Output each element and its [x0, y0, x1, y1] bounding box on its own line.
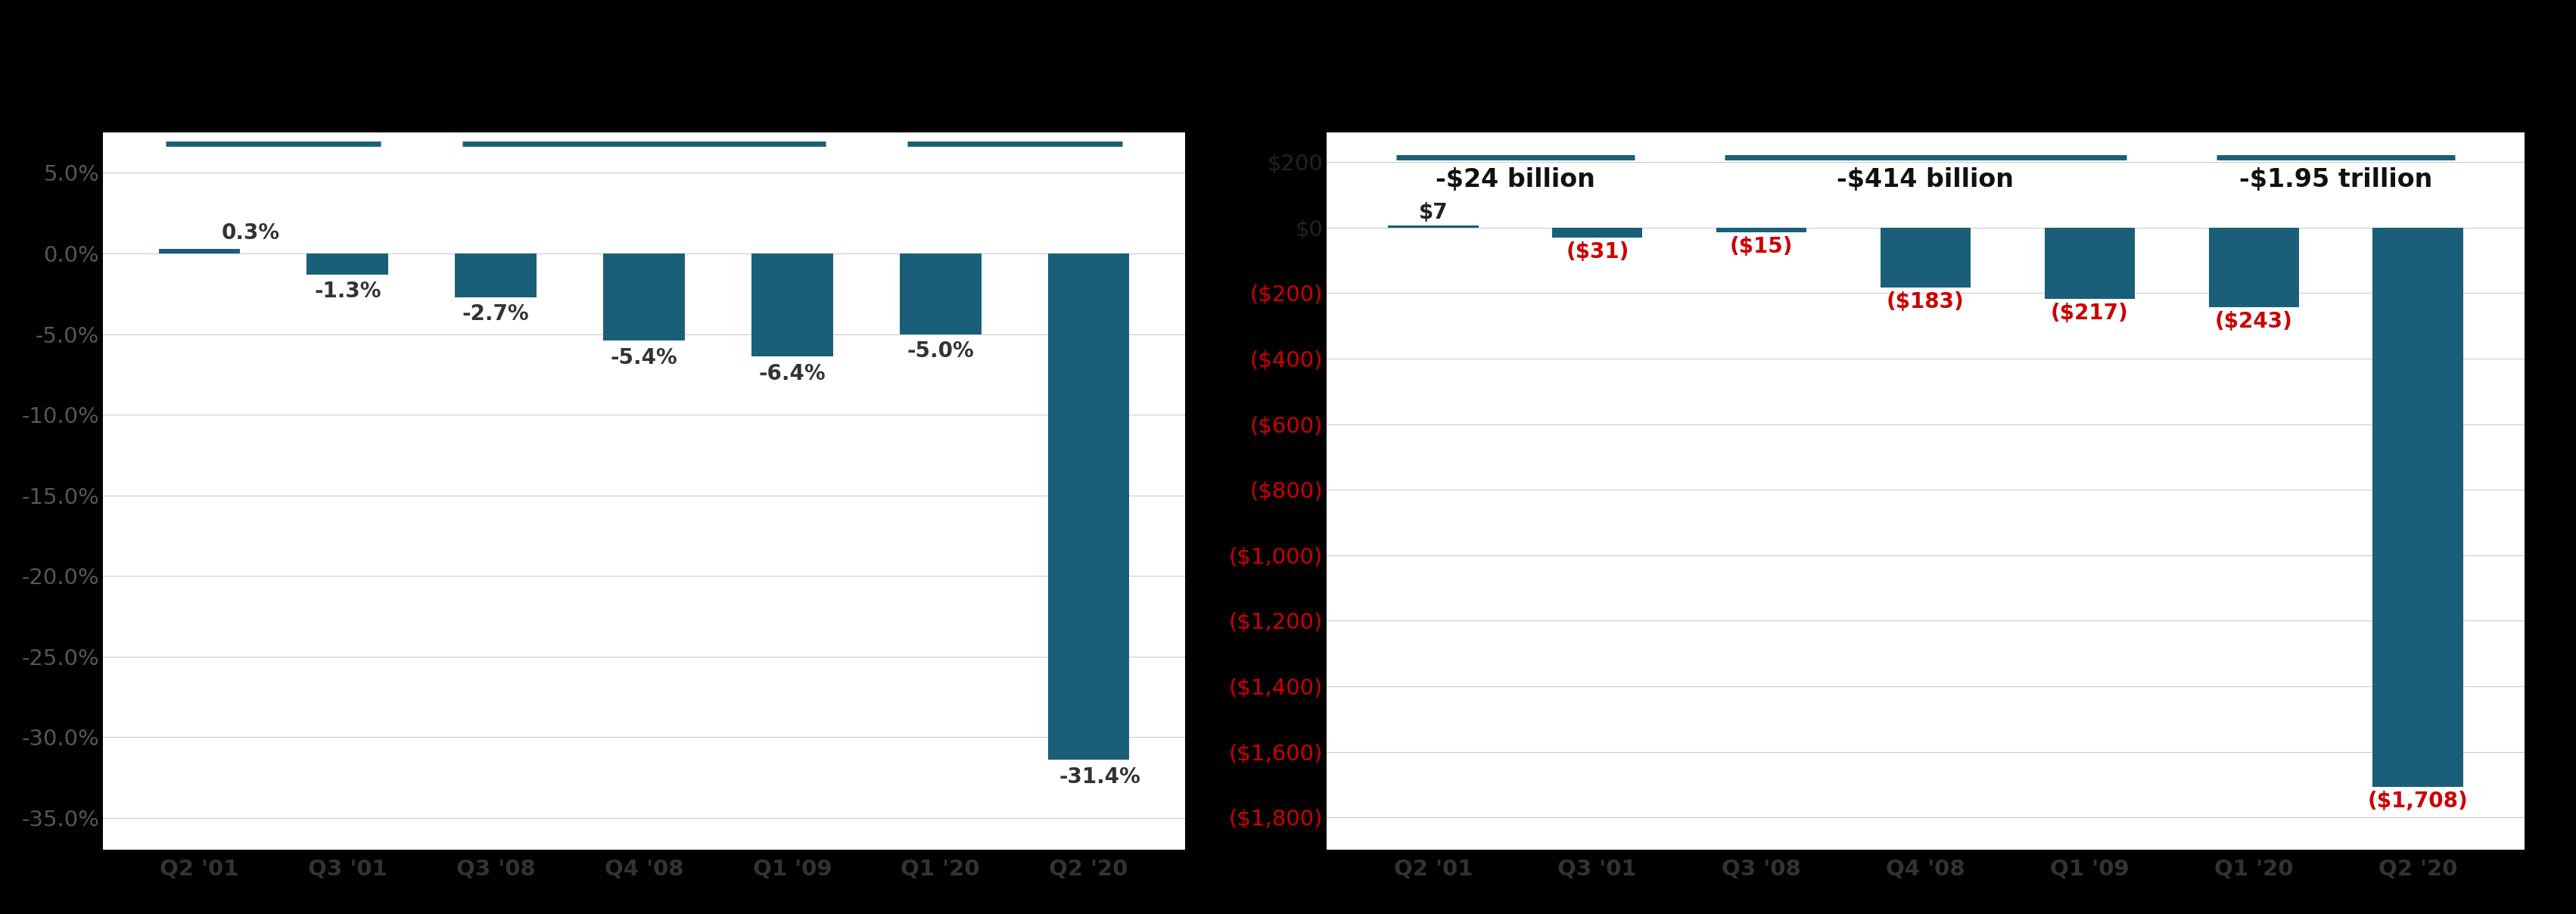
- Bar: [1048, 253, 1128, 760]
- Bar: [1388, 225, 1479, 228]
- Text: -6.4%: -6.4%: [760, 363, 827, 384]
- Text: -$414 billion: -$414 billion: [1837, 167, 2014, 192]
- Bar: [1553, 228, 1643, 238]
- Bar: [603, 253, 685, 341]
- Text: -1.3%: -1.3%: [314, 281, 381, 302]
- Bar: [899, 253, 981, 335]
- Text: 0.3%: 0.3%: [222, 223, 281, 244]
- Bar: [2372, 228, 2463, 787]
- Text: ($217): ($217): [2050, 303, 2128, 324]
- Bar: [1880, 228, 1971, 288]
- Bar: [752, 253, 832, 356]
- Bar: [456, 253, 536, 297]
- Bar: [307, 253, 389, 274]
- Text: -5.4%: -5.4%: [611, 347, 677, 368]
- Text: -5.0%: -5.0%: [907, 341, 974, 362]
- Text: ($243): ($243): [2215, 311, 2293, 333]
- Text: -$1.95 trillion: -$1.95 trillion: [2239, 167, 2432, 192]
- Bar: [160, 249, 240, 253]
- Text: -$24 billion: -$24 billion: [1435, 167, 1595, 192]
- Text: ($183): ($183): [1886, 292, 1965, 313]
- Bar: [2045, 228, 2136, 299]
- Bar: [2208, 228, 2298, 307]
- Text: ($15): ($15): [1731, 237, 1793, 258]
- Text: -31.4%: -31.4%: [1059, 766, 1141, 787]
- Text: ($1,708): ($1,708): [2367, 791, 2468, 813]
- Text: -2.7%: -2.7%: [461, 303, 528, 324]
- Text: ($31): ($31): [1566, 241, 1628, 263]
- Text: $7: $7: [1419, 202, 1448, 223]
- Bar: [1716, 228, 1806, 232]
